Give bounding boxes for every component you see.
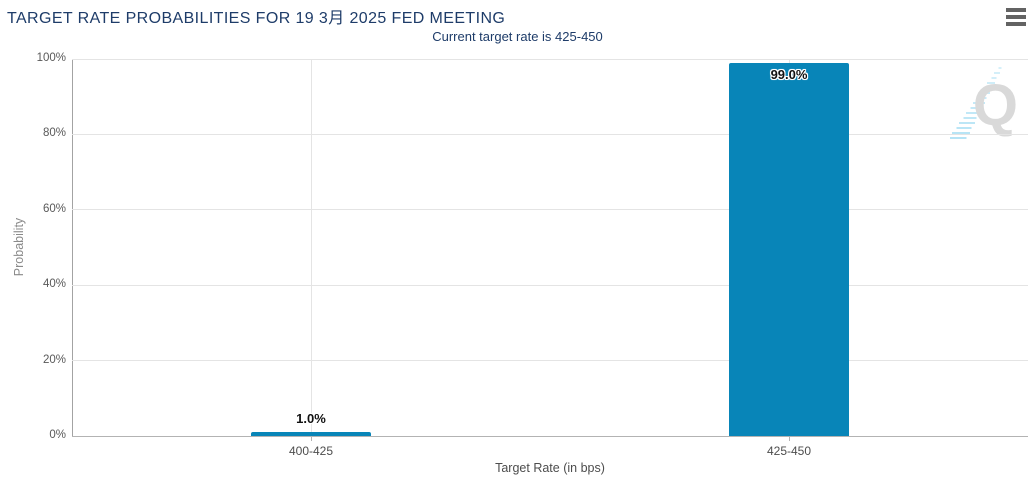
y-tick-label: 80% [42,127,66,140]
page-title: TARGET RATE PROBABILITIES FOR 19 3月 2025… [7,10,506,27]
x-axis-tick [788,436,790,441]
bar-value-label: 99.0% [770,66,808,82]
vertical-gridline [310,59,312,436]
horizontal-gridline [72,133,1028,135]
x-axis-line [72,436,1028,437]
x-axis-tick [310,436,312,441]
x-axis-title: Target Rate (in bps) [495,461,605,475]
y-tick-label: 60% [42,202,66,215]
horizontal-gridline [72,58,1028,60]
x-axis-category-labels: 400-425 425-450 [72,436,1028,462]
menu-button[interactable] [1005,7,1027,27]
probability-bar[interactable] [251,432,371,436]
swoosh-dashes-icon [950,67,1002,139]
x-tick-label: 400-425 [288,444,334,458]
y-tick-label: 100% [36,52,66,64]
chart-header: TARGET RATE PROBABILITIES FOR 19 3月 2025… [0,0,1035,28]
quikstrike-watermark: Q [950,61,1020,143]
hamburger-icon [1006,8,1026,26]
horizontal-gridline [72,209,1028,211]
x-tick-label: 425-450 [766,444,812,458]
horizontal-gridline [72,284,1028,286]
y-axis-line [72,59,73,437]
y-tick-label: 20% [42,353,66,366]
y-tick-label: 0% [49,429,66,441]
plot-area: Q 1.0% 99.0% [72,58,1028,437]
y-tick-label: 40% [42,278,66,291]
bar-value-label: 1.0% [296,411,326,427]
horizontal-gridline [72,360,1028,362]
y-axis-tick-labels: 0% 20% 40% 60% 80% 100% [0,52,66,441]
q-watermark-letter: Q [972,73,1018,138]
chart-subtitle: Current target rate is 425-450 [432,29,603,44]
probability-bar[interactable] [729,62,849,436]
